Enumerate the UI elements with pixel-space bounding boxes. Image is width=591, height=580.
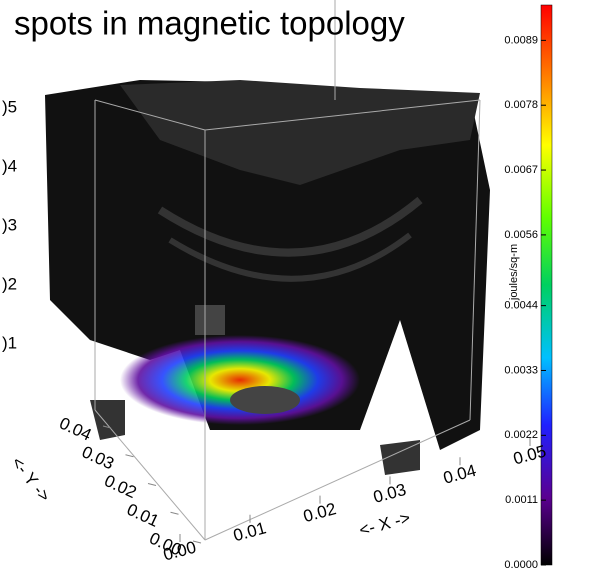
y-tick: [171, 512, 179, 514]
x-tick-label: 0.01: [231, 518, 268, 545]
chart: spots in magnetic topology joules/sq-m 0…: [0, 0, 591, 580]
z-tick-label: )5: [2, 97, 17, 116]
colorbar-tick-label: 0.0067: [504, 164, 538, 176]
colorbar: [541, 5, 552, 565]
colorbar-tick-label: 0.0033: [504, 364, 538, 376]
z-tick-label: )3: [2, 215, 17, 234]
y-tick: [126, 455, 134, 457]
y-tick-label: 0.04: [56, 413, 94, 444]
colorbar-label: joules/sq-m: [508, 244, 520, 301]
colorbar-tick-label: 0.0089: [504, 34, 538, 46]
colorbar-tick-label: 0.0011: [505, 494, 538, 506]
z-tick-label: )4: [2, 156, 17, 175]
colorbar-tick-label: 0.0078: [504, 99, 538, 111]
y-tick-label: 0.01: [124, 500, 162, 531]
z-tick-label: )2: [2, 274, 17, 293]
colorbar-tick-label: 0.0000: [504, 559, 538, 571]
chart-title: spots in magnetic topology: [14, 5, 405, 42]
colorbar-tick-label: 0.0022: [504, 429, 538, 441]
y-tick-label: 0.03: [79, 442, 117, 473]
x-tick-label: 0.03: [371, 480, 408, 507]
x-tick-label: 0.02: [301, 499, 338, 526]
x-tick-label: 0.04: [441, 461, 478, 488]
z-tick-label: )1: [2, 333, 17, 352]
colorbar-tick-label: 0.0056: [504, 229, 538, 241]
y-tick: [148, 484, 156, 486]
colorbar-tick-label: 0.0044: [504, 300, 538, 312]
x-axis-label: <- X ->: [357, 508, 412, 540]
y-axis-label: <- Y ->: [8, 453, 55, 505]
y-tick-label: 0.02: [101, 471, 139, 502]
page: {"chart_data": {"type": "volume", "title…: [0, 0, 591, 580]
